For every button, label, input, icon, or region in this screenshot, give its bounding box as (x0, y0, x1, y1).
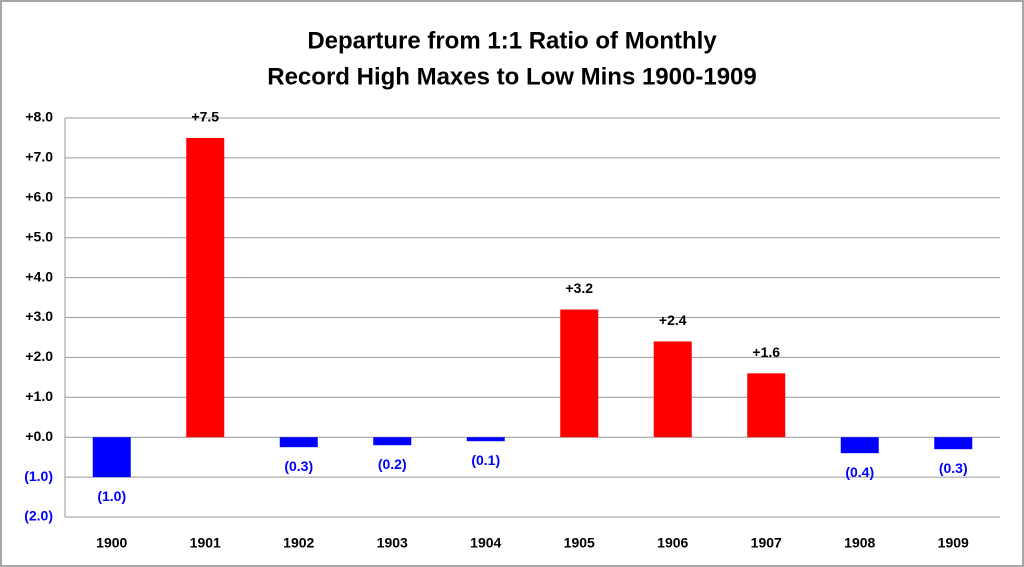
x-tick-label: 1903 (377, 535, 408, 551)
y-tick-label: +8.0 (25, 109, 53, 125)
chart-title: Record High Maxes to Low Mins 1900-1909 (267, 63, 756, 90)
bar (279, 437, 318, 448)
y-tick-label: +2.0 (25, 348, 53, 364)
y-tick-label: (2.0) (24, 508, 53, 524)
bar (653, 341, 692, 438)
data-label: +7.5 (191, 109, 219, 125)
y-tick-label: +3.0 (25, 308, 53, 324)
data-label: (0.1) (471, 452, 500, 468)
y-tick-label: +7.0 (25, 149, 53, 165)
bar (186, 137, 225, 438)
data-label: +1.6 (752, 344, 780, 360)
data-label: +2.4 (659, 312, 687, 328)
x-tick-label: 1905 (564, 535, 595, 551)
y-tick-label: +6.0 (25, 189, 53, 205)
y-tick-label: +1.0 (25, 388, 53, 404)
x-tick-label: 1901 (190, 535, 221, 551)
data-label: (1.0) (97, 488, 126, 504)
bar (747, 373, 786, 438)
bar (934, 437, 973, 450)
data-label: +3.2 (565, 280, 593, 296)
data-label: (0.3) (939, 460, 968, 476)
x-tick-label: 1909 (938, 535, 969, 551)
y-tick-label: +4.0 (25, 268, 53, 284)
x-tick-label: 1904 (470, 535, 501, 551)
y-tick-label: (1.0) (24, 468, 53, 484)
data-label: (0.2) (378, 456, 407, 472)
x-tick-label: 1908 (844, 535, 875, 551)
x-tick-label: 1900 (96, 535, 127, 551)
y-tick-label: +5.0 (25, 228, 53, 244)
bar (840, 437, 879, 454)
bar (466, 437, 505, 442)
bar (92, 437, 131, 478)
bar (373, 437, 412, 446)
bar (560, 309, 599, 438)
chart-title: Departure from 1:1 Ratio of Monthly (307, 27, 717, 54)
x-tick-label: 1902 (283, 535, 314, 551)
x-tick-label: 1906 (657, 535, 688, 551)
y-tick-label: +0.0 (25, 428, 53, 444)
x-tick-label: 1907 (751, 535, 782, 551)
data-label: (0.4) (845, 464, 874, 480)
data-label: (0.3) (284, 458, 313, 474)
